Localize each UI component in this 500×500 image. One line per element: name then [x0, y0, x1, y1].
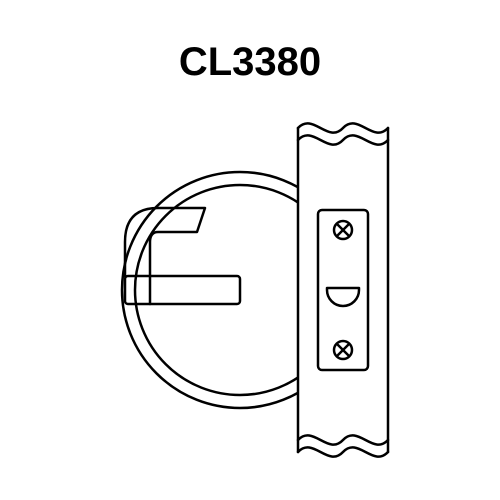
latch-bolt: [327, 288, 359, 306]
faceplate: [318, 210, 368, 370]
screw-bottom: [334, 341, 352, 359]
screw-top: [334, 221, 352, 239]
product-figure: CL3380: [0, 0, 500, 500]
lock-diagram: [0, 0, 500, 500]
door-edge: [298, 123, 388, 456]
